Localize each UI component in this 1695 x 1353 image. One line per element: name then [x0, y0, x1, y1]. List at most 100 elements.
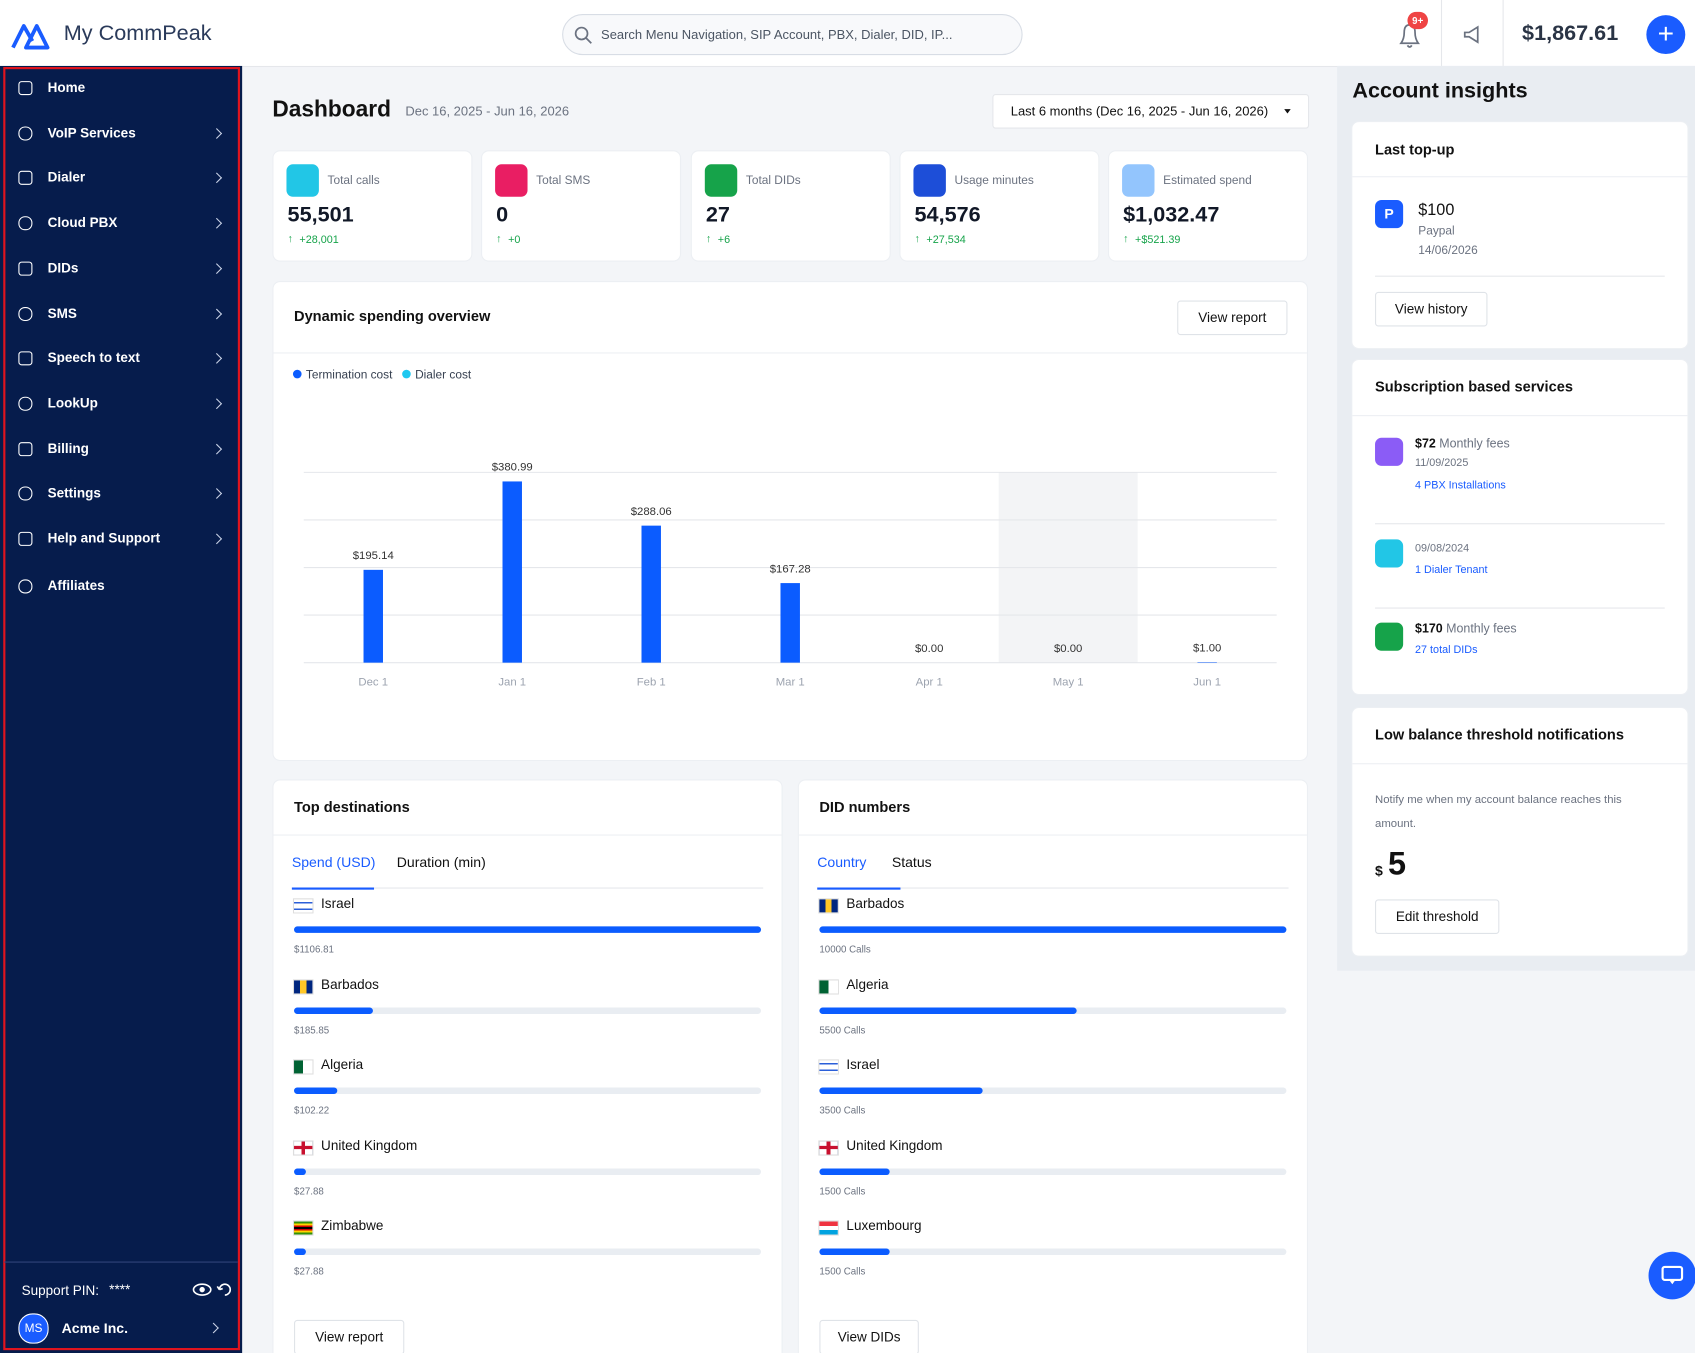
stat-value: 27 — [705, 203, 730, 228]
nav-item[interactable]: Billing — [47, 440, 89, 456]
sub-link[interactable]: 4 PBX Installations — [1415, 479, 1506, 492]
date-range: Dec 16, 2025 - Jun 16, 2026 — [405, 103, 570, 119]
topup-date: 14/06/2026 — [1418, 244, 1478, 258]
notification-badge: 9+ — [1407, 11, 1429, 30]
divider — [1352, 415, 1688, 417]
view-report-button[interactable]: View report — [1177, 300, 1288, 336]
sub-date: 09/08/2024 — [1415, 542, 1470, 555]
pin-actions[interactable] — [192, 1282, 235, 1297]
stat-arrow: ↑ — [705, 233, 712, 246]
divider — [1440, 0, 1443, 66]
header: My CommPeak Search Menu Navigation, SIP … — [0, 0, 1695, 68]
sub-fee: $170 Monthly fees — [1415, 623, 1517, 636]
nav-icon — [18, 351, 33, 366]
sub-link[interactable]: 27 total DIDs — [1415, 644, 1478, 657]
paypal-icon: P — [1375, 199, 1404, 229]
nav-item[interactable]: Cloud PBX — [47, 215, 118, 231]
nav-item[interactable]: Speech to text — [47, 350, 140, 366]
period-text: Last 6 months (Dec 16, 2025 - Jun 16, 20… — [1010, 103, 1269, 119]
stat-change: +27,534 — [926, 234, 966, 247]
progress-bar — [294, 1168, 306, 1175]
nav-item[interactable]: VoIP Services — [47, 125, 136, 141]
divider — [798, 834, 1307, 836]
sub-fee: $72 Monthly fees — [1415, 438, 1510, 451]
stat-value: 55,501 — [287, 203, 354, 228]
nav-icon — [18, 396, 33, 411]
legend-dot — [292, 369, 302, 379]
progress-track — [819, 1168, 1287, 1175]
edit-threshold-button[interactable]: Edit threshold — [1375, 899, 1500, 934]
account-name[interactable]: Acme Inc. — [61, 1319, 129, 1337]
progress-track — [819, 1087, 1287, 1094]
progress-bar — [819, 1006, 1077, 1014]
progress-bar — [294, 1006, 373, 1014]
stat-value: 54,576 — [914, 203, 981, 228]
stat-change: +28,001 — [299, 234, 339, 247]
sub-link[interactable]: 1 Dialer Tenant — [1415, 564, 1488, 577]
tab[interactable]: Duration (min) — [396, 853, 486, 871]
divider — [273, 834, 782, 836]
tab[interactable]: Country — [817, 853, 867, 871]
nav-item[interactable]: LookUp — [47, 395, 98, 411]
bar — [641, 525, 661, 663]
period-select[interactable]: Last 6 months (Dec 16, 2025 - Jun 16, 20… — [992, 94, 1310, 129]
progress-label: $1106.81 — [294, 943, 334, 955]
stat-change: +0 — [508, 234, 521, 247]
value-label: $0.00 — [1054, 643, 1082, 655]
support-pin: **** — [109, 1282, 131, 1298]
flag — [819, 1060, 838, 1074]
nav-icon — [18, 531, 33, 546]
flag — [819, 979, 838, 993]
sub-amount: $72 — [1415, 437, 1436, 451]
nav-icon — [18, 171, 33, 186]
divider — [1352, 763, 1688, 765]
nav-item[interactable]: Affiliates — [47, 578, 105, 594]
stat-label: Estimated spend — [1163, 174, 1252, 188]
nav-item[interactable]: Settings — [47, 485, 101, 501]
search-icon — [574, 26, 592, 44]
stat-card: Usage minutes 54,576 ↑ +27,534 — [900, 151, 1099, 261]
view-history-button[interactable]: View history — [1375, 291, 1488, 327]
chat-button[interactable] — [1648, 1251, 1695, 1300]
stat-arrow: ↑ — [287, 233, 293, 246]
add-button[interactable]: + — [1646, 15, 1686, 55]
legend-label: Termination cost — [306, 367, 393, 381]
nav-item[interactable]: DIDs — [47, 260, 79, 276]
x-tick-label: Apr 1 — [916, 676, 943, 688]
nav-icon — [18, 81, 33, 96]
search-box[interactable]: Search Menu Navigation, SIP Account, PBX… — [562, 14, 1023, 56]
sub-suffix: Monthly fees — [1439, 437, 1510, 451]
nav-icon — [18, 579, 33, 594]
chart: Termination cost Dialer cost Dec 1 Jan 1 Feb… — [292, 367, 1277, 688]
chat-icon — [1661, 1265, 1684, 1285]
progress-label: 1500 Calls — [819, 1185, 866, 1197]
progress-bar — [819, 1087, 983, 1094]
nav-item[interactable]: Help and Support — [47, 530, 161, 546]
nav-icon — [18, 216, 33, 231]
nav-icon — [18, 126, 33, 141]
stat-change: +6 — [717, 234, 731, 247]
view-report-button[interactable]: View report — [294, 1319, 405, 1353]
announce-icon[interactable] — [1462, 24, 1484, 46]
view-dids-button[interactable]: View DIDs — [819, 1319, 919, 1353]
country: Israel — [321, 896, 355, 912]
flag — [294, 1140, 313, 1154]
tab-rule — [817, 887, 1289, 889]
x-tick-label: Dec 1 — [358, 676, 388, 688]
nav-item[interactable]: SMS — [47, 305, 77, 321]
tab[interactable]: Spend (USD) — [291, 853, 376, 871]
stat-label: Total SMS — [536, 174, 591, 188]
progress-bar — [819, 1168, 890, 1175]
low-balance-card: Low balance threshold notifications Noti… — [1352, 708, 1688, 956]
stat-card: Total DIDs 27 ↑ +6 — [691, 151, 890, 261]
country: Israel — [846, 1057, 880, 1073]
divider — [1375, 607, 1665, 609]
nav-item[interactable]: Dialer — [47, 170, 86, 186]
progress-bar — [294, 1248, 306, 1256]
stat-arrow: ↑ — [914, 233, 920, 246]
nav-item[interactable]: Home — [47, 79, 86, 96]
insights-title: Account insights — [1352, 78, 1528, 103]
tab[interactable]: Status — [891, 853, 932, 871]
x-tick-label: Mar 1 — [776, 676, 805, 688]
country: Algeria — [846, 976, 889, 992]
